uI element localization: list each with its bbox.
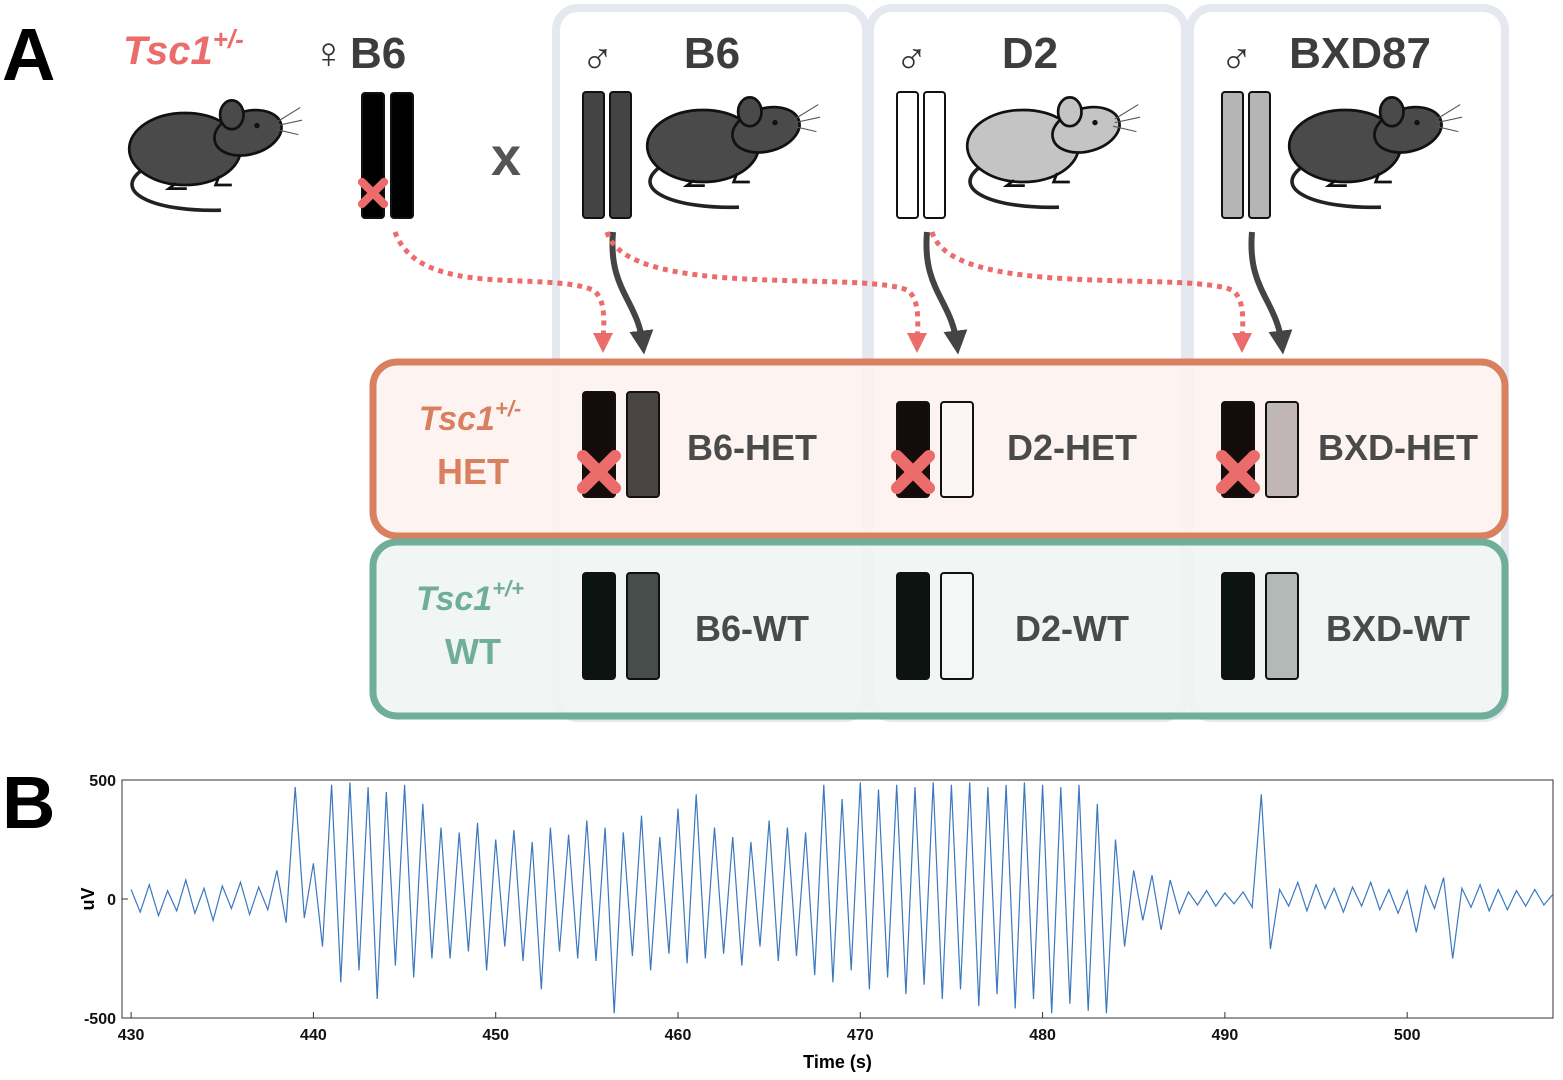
gene: Tsc1 bbox=[416, 580, 492, 618]
mutation-mark bbox=[577, 450, 621, 494]
mouse-eye bbox=[1414, 119, 1420, 126]
inheritance-arrow bbox=[1248, 231, 1293, 355]
inheritance-arrow bbox=[923, 231, 968, 355]
row-genotype: Tsc1+/+ bbox=[416, 576, 524, 618]
mutation-x bbox=[357, 177, 389, 209]
x-tick-label: 450 bbox=[482, 1027, 509, 1044]
offspring-label: D2-WT bbox=[1015, 608, 1129, 649]
strain-name: D2 bbox=[1002, 29, 1058, 78]
allele: +/- bbox=[213, 24, 244, 54]
row-genotype: Tsc1+/- bbox=[419, 396, 522, 438]
mouse-eye bbox=[772, 119, 778, 126]
chromosome bbox=[940, 401, 974, 498]
eeg-chart: -500 0 500 430 440 450 460 470 480 490 500 Time (s)… bbox=[78, 773, 1554, 1072]
mouse bbox=[645, 96, 821, 210]
mouse-eye bbox=[254, 122, 260, 129]
x-axis-label: Time (s) bbox=[803, 1052, 872, 1072]
offspring-label: B6-HET bbox=[687, 427, 817, 468]
mouse-feet bbox=[1324, 172, 1392, 187]
mutation-x bbox=[891, 450, 935, 494]
x-tick-label: 480 bbox=[1029, 1027, 1056, 1044]
chromosome bbox=[1265, 572, 1299, 680]
mouse-eye bbox=[1092, 119, 1098, 126]
chromosome bbox=[940, 572, 974, 680]
mouse-feet bbox=[164, 175, 232, 190]
row-label: WT bbox=[445, 631, 501, 672]
chromosome bbox=[896, 572, 930, 680]
mouse-tail bbox=[1290, 167, 1382, 210]
mouse-feet bbox=[1002, 172, 1070, 187]
strain-name: BXD87 bbox=[1289, 29, 1431, 78]
strain-name: B6 bbox=[684, 29, 740, 78]
mouse-tail bbox=[648, 167, 740, 210]
mouse-ear bbox=[218, 99, 245, 131]
sex-symbol: ♀ bbox=[312, 29, 345, 78]
mutation-mark bbox=[1216, 450, 1260, 494]
row-label: HET bbox=[437, 451, 509, 492]
offspring-label: BXD-HET bbox=[1318, 427, 1478, 468]
y-tick-label: 500 bbox=[89, 773, 116, 790]
chromosome bbox=[923, 91, 946, 219]
chromosome bbox=[626, 572, 660, 680]
inheritance-arrow bbox=[609, 231, 654, 355]
mouse-ear bbox=[736, 96, 763, 128]
mouse-tail bbox=[130, 170, 222, 213]
x-tick-label: 460 bbox=[665, 1027, 692, 1044]
gene: Tsc1 bbox=[123, 29, 213, 73]
mouse-whiskers bbox=[1112, 104, 1141, 133]
chromosome bbox=[582, 572, 616, 680]
chromosome bbox=[896, 91, 919, 219]
sex-symbol: ♂ bbox=[1220, 33, 1253, 82]
y-axis-label: uV bbox=[78, 887, 98, 910]
sex-symbol: ♂ bbox=[895, 33, 928, 82]
strain-name: B6 bbox=[350, 29, 406, 78]
x-tick-label: 440 bbox=[300, 1027, 327, 1044]
allele: +/+ bbox=[492, 576, 524, 601]
panel-label: A bbox=[2, 13, 55, 96]
mutation-x bbox=[1216, 450, 1260, 494]
panel-label: B bbox=[2, 761, 55, 844]
inheritance-arrow bbox=[604, 231, 928, 353]
allele: +/- bbox=[495, 396, 521, 421]
offspring-label: D2-HET bbox=[1007, 427, 1137, 468]
mouse-feet bbox=[682, 172, 750, 187]
chromosome bbox=[1221, 572, 1255, 680]
chromosome bbox=[582, 91, 605, 219]
mouse bbox=[1287, 96, 1463, 210]
offspring-label: B6-WT bbox=[695, 608, 809, 649]
mouse-whiskers bbox=[792, 104, 821, 133]
inheritance-arrow bbox=[929, 231, 1253, 353]
mouse-tail bbox=[968, 167, 1060, 210]
eeg-trace bbox=[130, 782, 1553, 1014]
mutation-mark bbox=[891, 450, 935, 494]
gene: Tsc1 bbox=[419, 400, 495, 438]
y-tick-label: -500 bbox=[84, 1011, 116, 1028]
mutation-x bbox=[577, 450, 621, 494]
y-tick-label: 0 bbox=[107, 892, 116, 909]
x-tick-label: 430 bbox=[118, 1027, 145, 1044]
x-tick-label: 470 bbox=[847, 1027, 874, 1044]
offspring-label: BXD-WT bbox=[1326, 608, 1470, 649]
chromosome bbox=[1221, 91, 1244, 219]
mouse-ear bbox=[1378, 96, 1405, 128]
chromosome bbox=[390, 92, 414, 219]
mouse-whiskers bbox=[1434, 104, 1463, 133]
chromosome bbox=[626, 391, 660, 498]
mouse bbox=[965, 96, 1141, 210]
mouse bbox=[127, 99, 303, 213]
x-tick-label: 500 bbox=[1394, 1027, 1421, 1044]
chromosome bbox=[1265, 401, 1299, 498]
mutation-mark bbox=[357, 177, 389, 209]
chromosome bbox=[609, 91, 632, 219]
chromosome bbox=[1248, 91, 1271, 219]
inheritance-arrow bbox=[392, 231, 614, 353]
cross-symbol: x bbox=[491, 127, 521, 187]
female-genotype: Tsc1+/- bbox=[123, 24, 244, 73]
sex-symbol: ♂ bbox=[581, 33, 614, 82]
mouse-whiskers bbox=[274, 107, 303, 136]
x-tick-label: 490 bbox=[1212, 1027, 1239, 1044]
mouse-ear bbox=[1056, 96, 1083, 128]
